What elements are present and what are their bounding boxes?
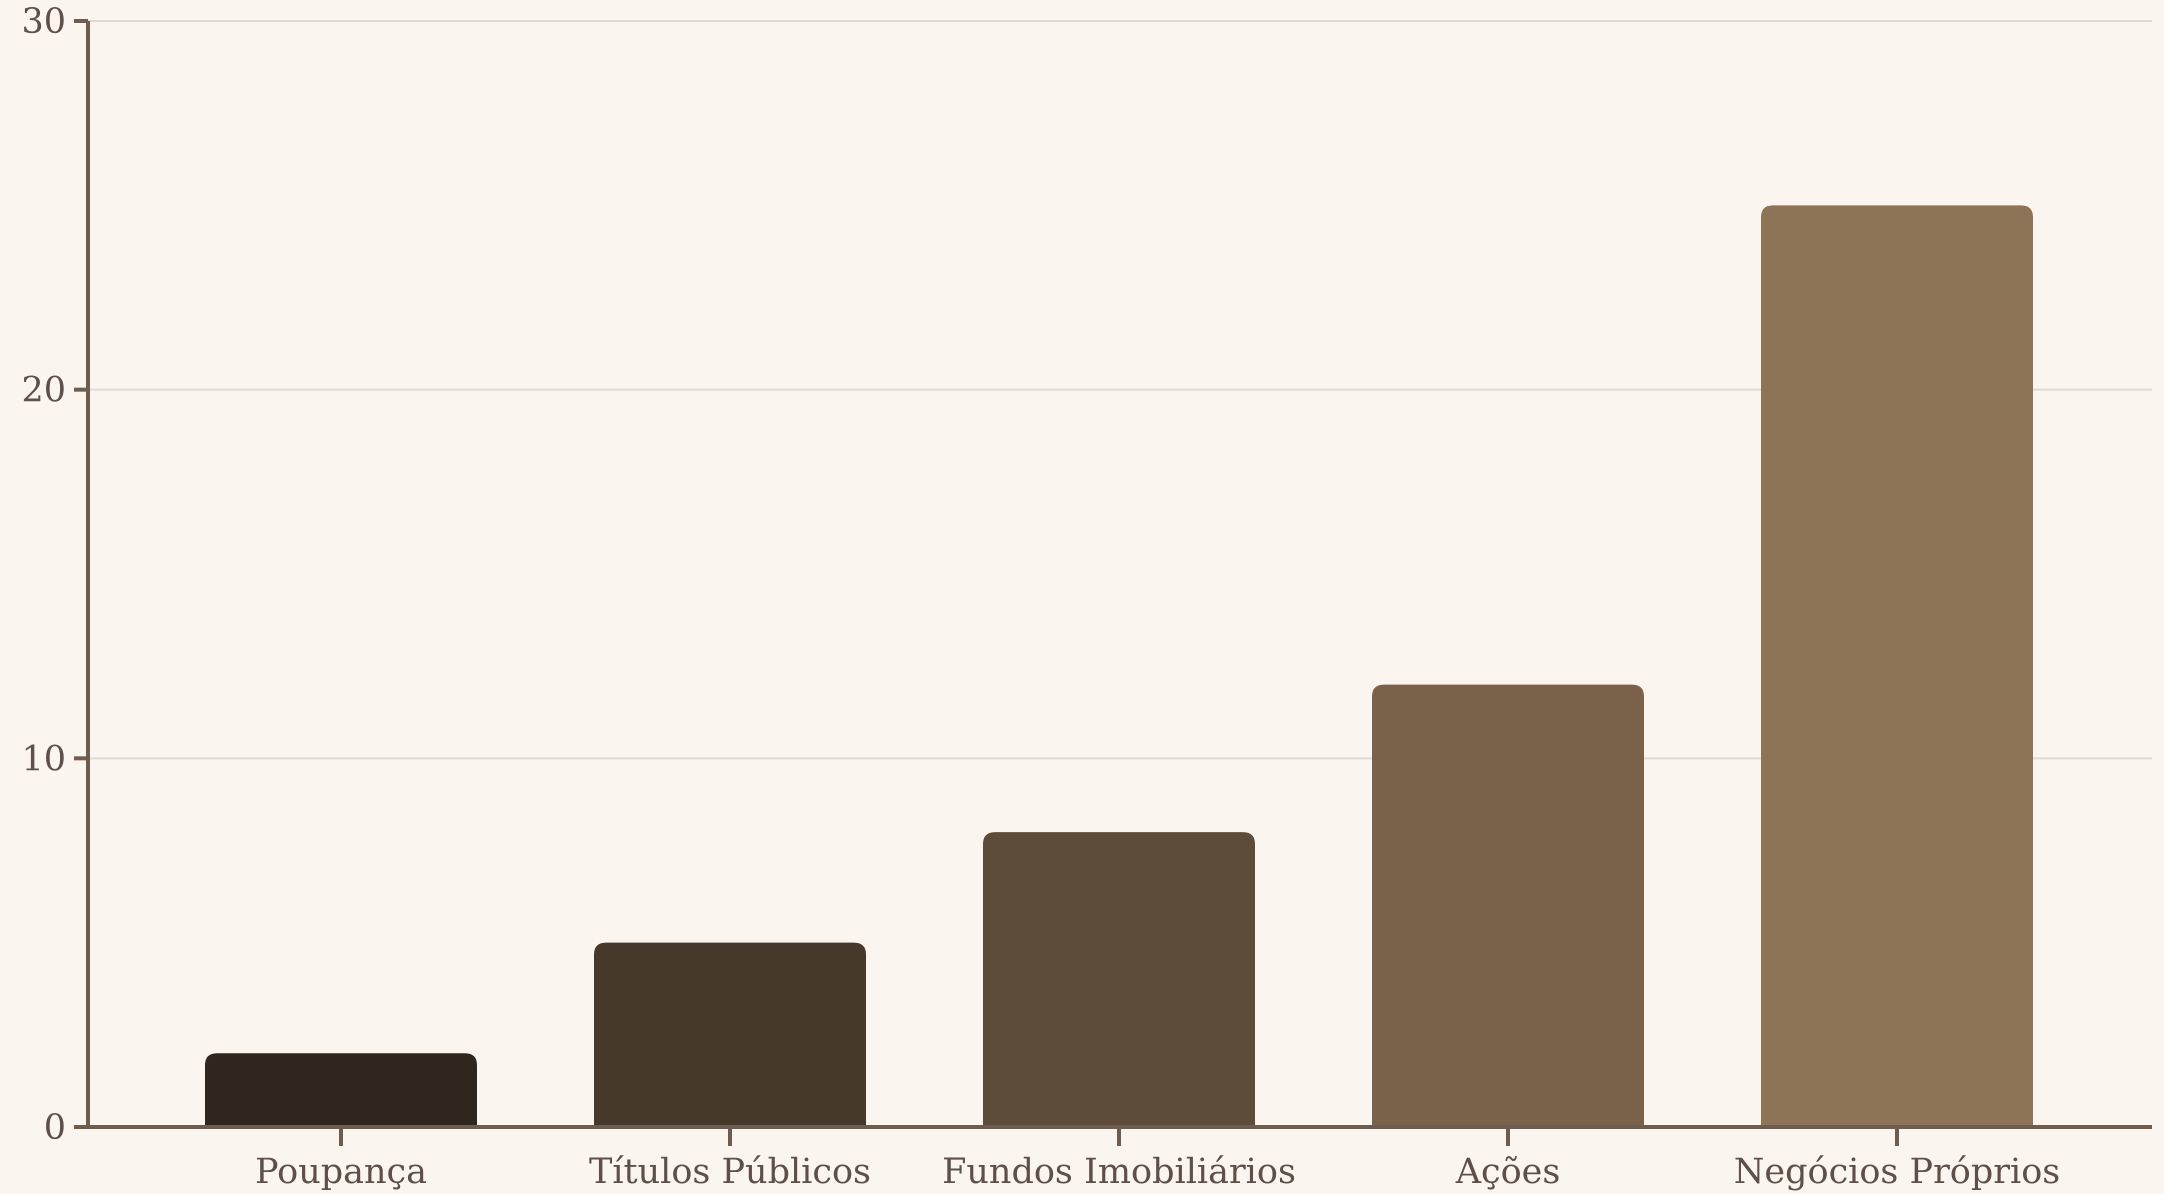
y-tick-label-30: 30 bbox=[21, 2, 66, 42]
x-tick-label-3: Fundos Imobiliários bbox=[942, 1152, 1296, 1192]
bar-3 bbox=[983, 832, 1255, 1127]
y-tick-label-0: 0 bbox=[44, 1108, 66, 1148]
bar-4 bbox=[1372, 684, 1644, 1127]
x-tick-label-4: Ações bbox=[1455, 1152, 1561, 1192]
bar-5 bbox=[1761, 205, 2033, 1128]
bar-2 bbox=[594, 942, 866, 1127]
y-tick-label-20: 20 bbox=[21, 371, 66, 411]
x-tick-label-1: Poupança bbox=[255, 1152, 427, 1192]
axes bbox=[74, 19, 2152, 1146]
y-tick-label-10: 10 bbox=[21, 739, 66, 779]
bars bbox=[205, 205, 2033, 1128]
x-tick-label-5: Negócios Próprios bbox=[1734, 1152, 2060, 1192]
tick-labels: 0 10 20 30 Poupança Títulos Públicos Fundos Im… bbox=[21, 2, 2060, 1192]
x-tick-label-2: Títulos Públicos bbox=[589, 1152, 871, 1192]
bar-1 bbox=[205, 1053, 477, 1127]
